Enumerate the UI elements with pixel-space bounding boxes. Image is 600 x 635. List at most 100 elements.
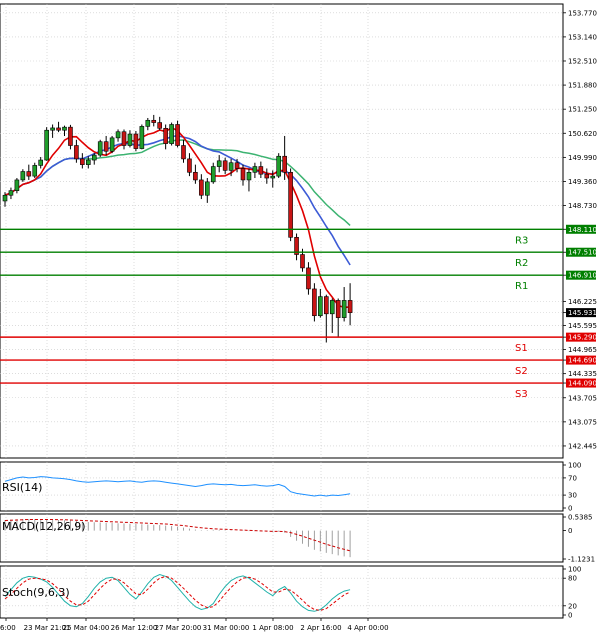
pivot-levels: R3 148.110 R2 147.510 R1 146.910 S1 145.290 S2 14… <box>0 224 597 400</box>
time-tick-label: 6:00 <box>0 624 16 632</box>
time-tick-label: 26 Mar 12:00 <box>111 624 158 632</box>
price-tick-label: 145.595 <box>568 322 597 330</box>
candle-body <box>306 267 311 290</box>
candle <box>210 162 216 184</box>
level-value-label: 145.290 <box>568 334 597 342</box>
candle <box>2 192 8 207</box>
level-name-r1: R1 <box>515 281 528 292</box>
indicator-tick-label: 100 <box>568 566 581 574</box>
rsi-line <box>4 476 351 497</box>
stochastic-main-line <box>4 573 351 612</box>
time-tick-label: 23 Mar 21:01 <box>24 624 71 632</box>
macd-panel: MACD(12,26,9) 0.5385 0 -1.1231 <box>0 513 595 564</box>
level-name-r3: R3 <box>515 235 528 246</box>
candle-body <box>216 160 222 167</box>
indicator-tick-label: 80 <box>568 575 577 583</box>
candle <box>318 288 323 318</box>
candle-body <box>50 127 55 131</box>
candle <box>228 158 234 177</box>
candle <box>234 158 240 173</box>
candle <box>68 124 73 150</box>
rsi-label: RSI(14) <box>2 481 42 494</box>
rsi-panel: RSI(14) 100 70 30 0 <box>0 461 581 513</box>
candle <box>347 283 353 326</box>
level-name-s1: S1 <box>515 343 528 354</box>
candle-body <box>103 141 109 152</box>
candle-body <box>347 300 353 313</box>
level-value-label: 144.690 <box>568 357 597 365</box>
candle-body <box>157 122 162 129</box>
level-value-box <box>566 378 596 388</box>
level-name-s2: S2 <box>515 366 528 377</box>
candle-body <box>270 175 276 179</box>
price-tick-label: 153.140 <box>568 33 597 41</box>
candle-body <box>74 145 79 160</box>
candle-body <box>276 155 282 177</box>
candle-body <box>199 179 204 196</box>
level-value-label: 144.090 <box>568 380 597 388</box>
candle <box>288 168 293 242</box>
candle <box>169 122 174 146</box>
indicator-tick-label: 0.5385 <box>568 514 593 522</box>
time-tick-label: 31 Mar 00:00 <box>203 624 250 632</box>
candle-body <box>91 154 97 161</box>
level-name-s3: S3 <box>515 389 528 400</box>
candle <box>26 164 32 180</box>
candle-body <box>2 194 8 202</box>
candle-body <box>97 141 103 156</box>
level-value-box <box>566 224 596 234</box>
candle-body <box>44 129 49 161</box>
macd-label: MACD(12,26,9) <box>2 520 86 533</box>
candle <box>294 233 299 261</box>
stochastic-label: Stoch(9,6,3) <box>2 586 70 599</box>
candle-body <box>193 171 198 181</box>
candle-body <box>329 300 335 315</box>
price-tick-label: 153.770 <box>568 9 597 17</box>
candle-body <box>205 181 210 196</box>
candle <box>306 262 311 295</box>
candle <box>62 125 67 136</box>
candle-body <box>86 159 91 165</box>
candle-body <box>318 296 323 317</box>
candle <box>312 283 317 322</box>
current-price-label: 145.931 <box>568 309 597 317</box>
candle <box>240 164 246 186</box>
current-price-marker: 145.931 <box>566 308 597 318</box>
time-tick-label: 1 Apr 08:00 <box>252 624 293 632</box>
candle-body <box>68 126 73 146</box>
stochastic-signal-line <box>4 575 351 611</box>
price-tick-label: 150.620 <box>568 130 597 138</box>
candle <box>270 170 276 188</box>
time-tick-label: 4 Apr 00:00 <box>347 624 388 632</box>
price-tick-label: 144.965 <box>568 346 597 354</box>
candle <box>44 127 49 161</box>
indicator-tick-label: 70 <box>568 474 577 482</box>
candle <box>222 157 228 175</box>
candle <box>246 168 252 192</box>
candle <box>282 135 287 180</box>
price-tick-label: 151.880 <box>568 82 597 90</box>
candle <box>8 187 14 200</box>
candle <box>80 153 85 169</box>
level-value-label: 147.510 <box>568 249 597 257</box>
price-tick-label: 142.445 <box>568 442 597 450</box>
candle <box>276 153 282 179</box>
indicator-tick-label: -1.1231 <box>568 556 595 564</box>
candle-body <box>32 165 38 177</box>
candle <box>109 135 115 154</box>
candle-body <box>133 133 139 149</box>
candle-body <box>187 158 192 173</box>
candle-body <box>20 171 26 181</box>
level-value-box <box>566 247 596 257</box>
price-tick-label: 149.360 <box>568 178 597 186</box>
candle-body <box>252 166 258 173</box>
price-tick-label: 152.510 <box>568 57 597 65</box>
price-axis: 153.770 153.140 152.510 151.880 151.250 150.6… <box>563 9 597 450</box>
candle-body <box>246 171 252 181</box>
candle-body <box>175 124 180 146</box>
candle-body <box>151 119 157 123</box>
indicator-tick-label: 0 <box>568 505 572 513</box>
candle-body <box>121 131 127 146</box>
candle-body <box>127 133 133 146</box>
candle <box>133 130 139 152</box>
